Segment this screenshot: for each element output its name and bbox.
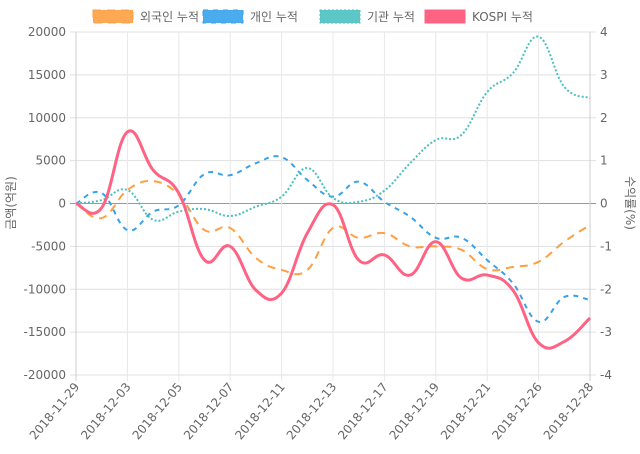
- x-tick-label: 2018-12-19: [387, 380, 443, 442]
- series-line-0: [75, 180, 591, 276]
- series-line-2: [75, 35, 591, 222]
- y-axis-title-right: 수익률(%): [623, 176, 637, 230]
- y-tick-label: -15000: [23, 325, 66, 339]
- y-tick-label: 5000: [35, 154, 66, 168]
- y2-tick-label: 3: [600, 68, 608, 82]
- legend-label-0: 외국인 누적: [140, 10, 199, 24]
- y-tick-label: -5000: [31, 239, 66, 253]
- y-tick-label: 0: [58, 197, 66, 211]
- series-lines: [75, 35, 592, 350]
- legend-swatch-3: [424, 9, 466, 24]
- x-tick-label: 2018-12-28: [541, 380, 597, 442]
- x-tick-label: 2018-12-26: [489, 380, 545, 442]
- legend-label-3: KOSPI 누적: [472, 10, 533, 24]
- y2-tick-label: 0: [600, 197, 608, 211]
- legend-label-2: 기관 누적: [367, 10, 415, 24]
- y-axis-title-left: 금액(억원): [4, 176, 18, 230]
- legend-swatch-1: [202, 9, 244, 24]
- y2-tick-label: -3: [600, 325, 612, 339]
- series-line-3: [75, 129, 592, 350]
- x-tick-label: 2018-12-11: [232, 380, 288, 442]
- legend-label-1: 개인 누적: [250, 10, 298, 24]
- legend-swatch-0: [92, 9, 134, 24]
- legend: 외국인 누적 개인 누적 기관 누적 KOSPI 누적: [92, 9, 533, 24]
- y2-tick-label: 4: [600, 25, 608, 39]
- x-tick-label: 2018-11-29: [27, 380, 83, 442]
- axes: 20000150001000050000-5000-10000-15000-20…: [23, 25, 611, 442]
- legend-swatch-2: [319, 9, 361, 24]
- x-tick-label: 2018-12-17: [335, 380, 391, 442]
- y2-tick-label: 2: [600, 111, 608, 125]
- series-line-1: [75, 155, 591, 323]
- y-tick-label: 10000: [28, 111, 66, 125]
- y-tick-label: 20000: [28, 25, 66, 39]
- x-tick-label: 2018-12-07: [181, 380, 237, 442]
- x-tick-label: 2018-12-13: [284, 380, 340, 442]
- x-tick-label: 2018-12-03: [78, 380, 134, 442]
- x-tick-label: 2018-12-05: [130, 380, 186, 442]
- y2-tick-label: -4: [600, 368, 612, 382]
- x-tick-label: 2018-12-21: [438, 380, 494, 442]
- y-tick-label: -10000: [23, 282, 66, 296]
- y2-tick-label: -1: [600, 239, 612, 253]
- y-tick-label: -20000: [23, 368, 66, 382]
- y2-tick-label: 1: [600, 154, 608, 168]
- y2-tick-label: -2: [600, 282, 612, 296]
- y-tick-label: 15000: [28, 68, 66, 82]
